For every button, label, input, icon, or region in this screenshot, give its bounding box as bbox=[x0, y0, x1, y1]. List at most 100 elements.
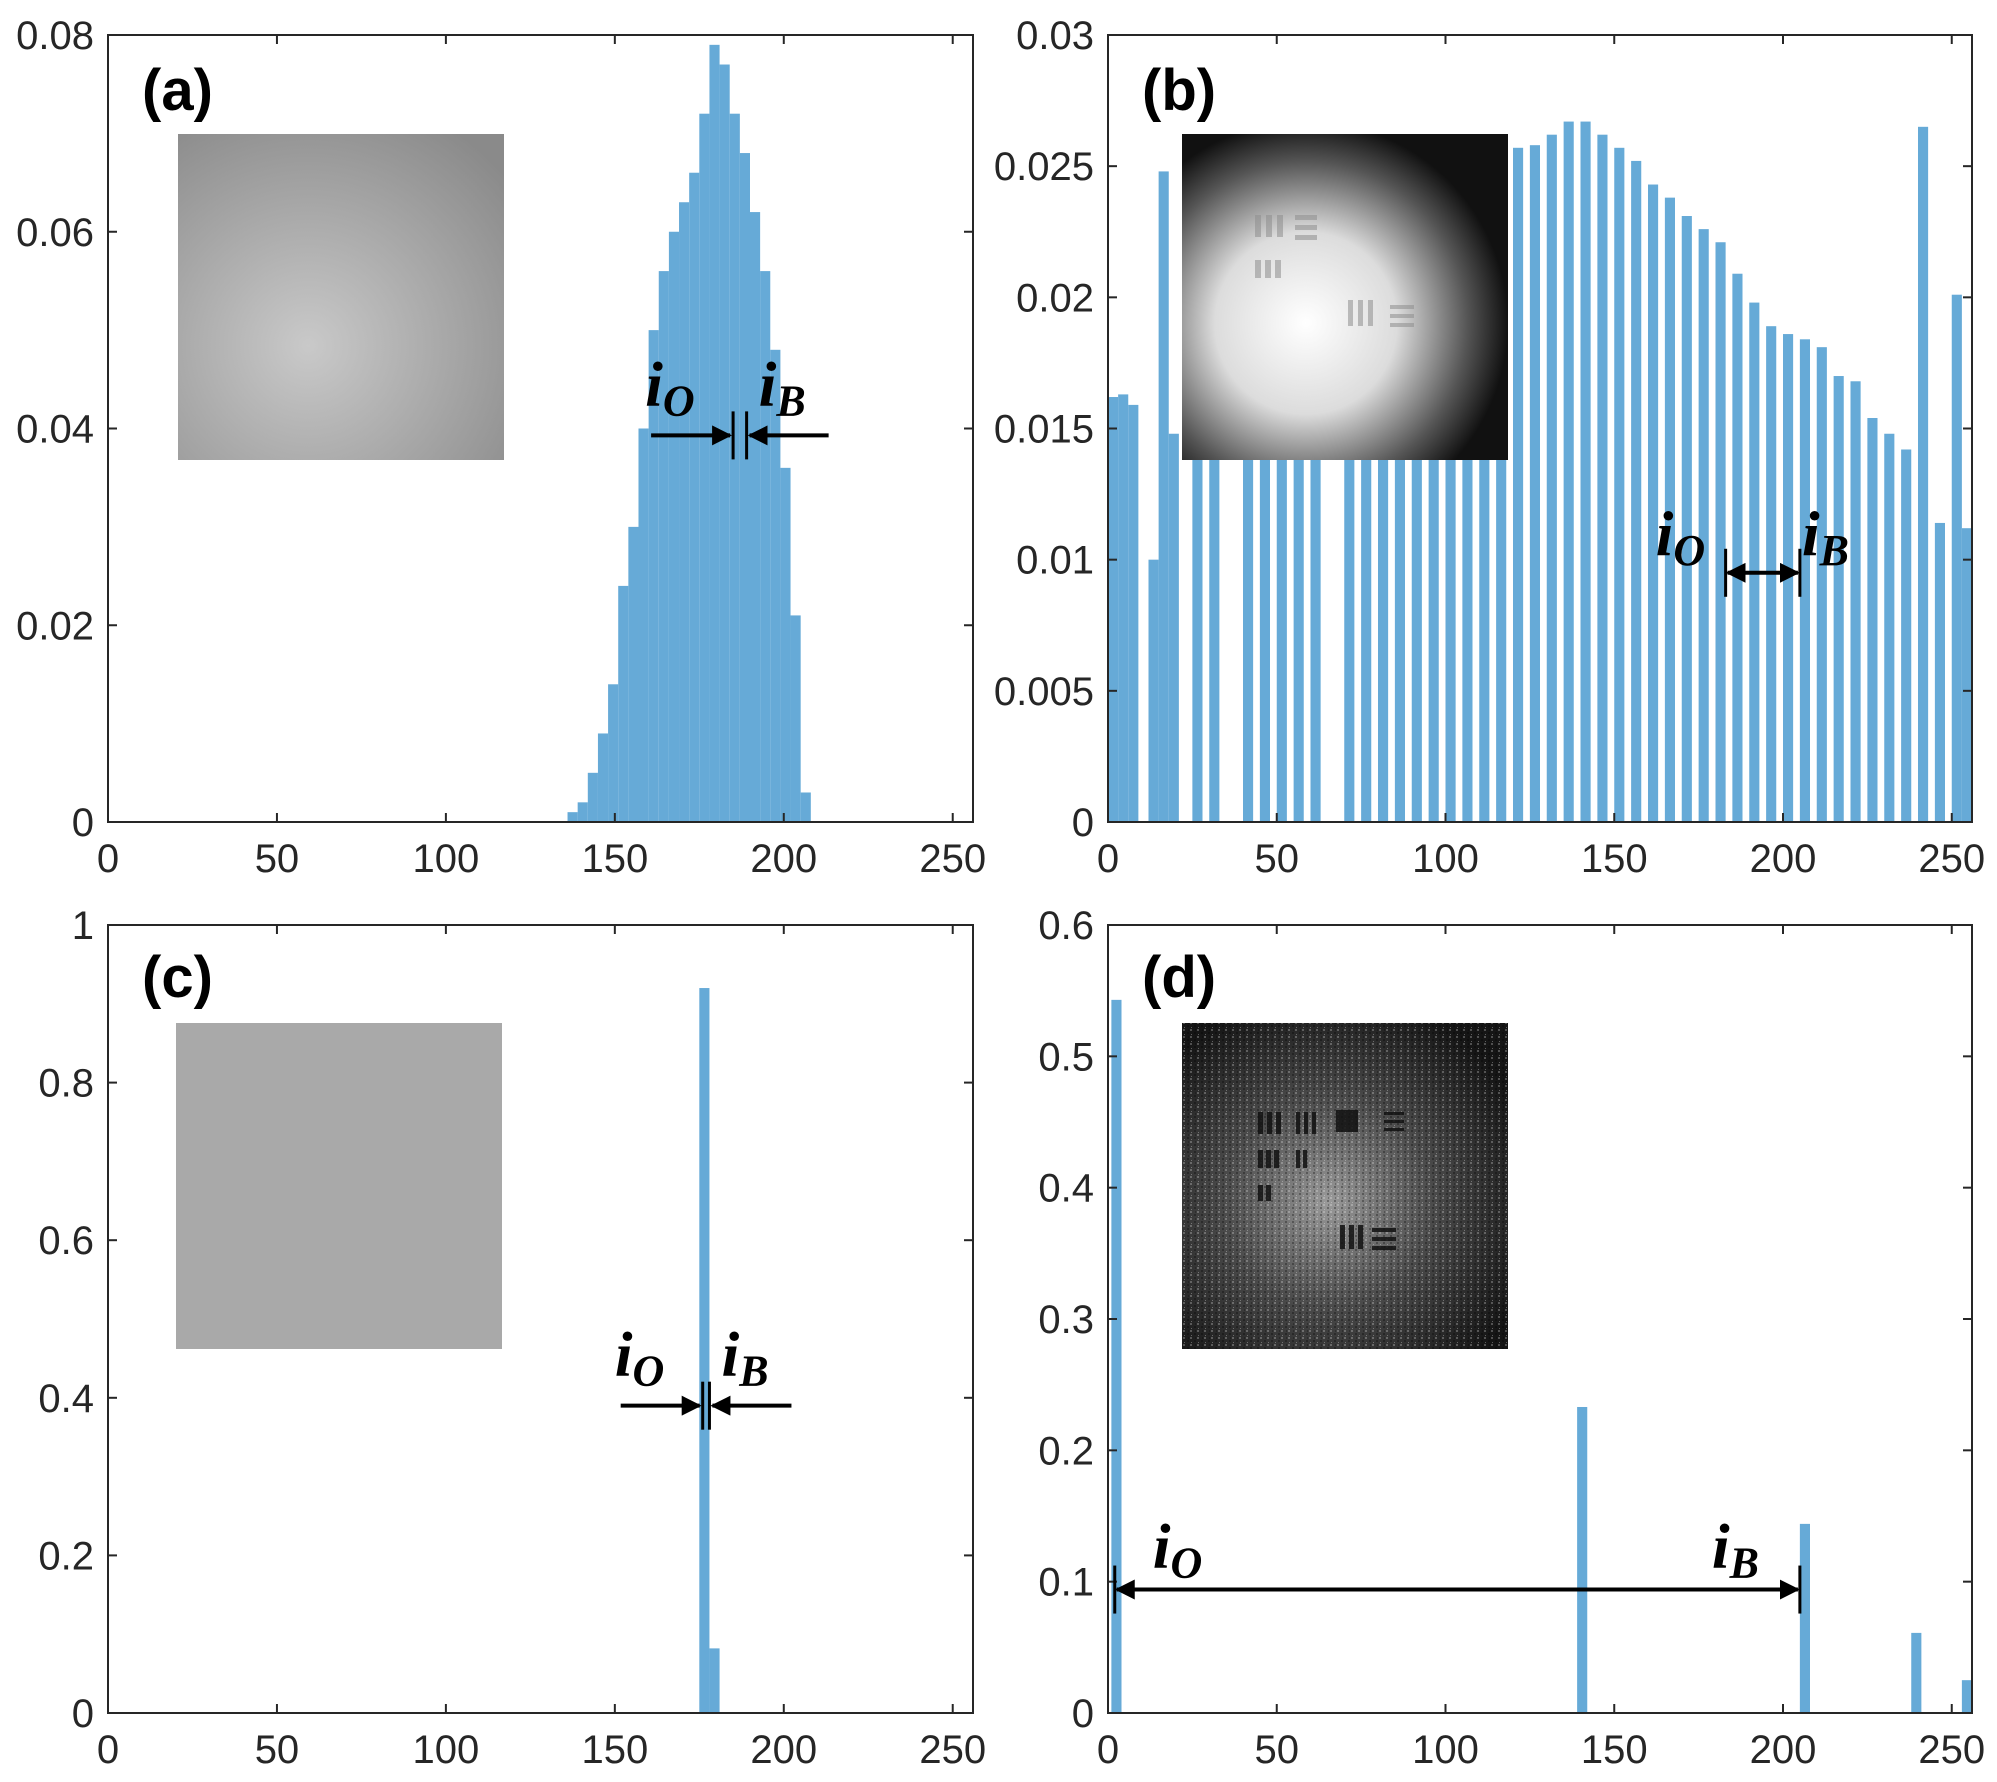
histogram-bar bbox=[1513, 147, 1524, 822]
histogram-bar bbox=[1209, 349, 1220, 822]
x-tick-label: 50 bbox=[255, 1728, 300, 1772]
histogram-bar bbox=[1259, 297, 1270, 822]
histogram-bar bbox=[587, 772, 598, 822]
histogram-bar bbox=[1961, 528, 1972, 822]
panel-c: 0 50 100 150 200 250 0 0.2 0.4 0.6 0.8 1 (c) iO iB bbox=[38, 904, 986, 1772]
histogram-bar bbox=[1158, 171, 1169, 822]
histogram-bar bbox=[719, 64, 730, 822]
histogram-bar bbox=[1293, 271, 1304, 823]
histogram-bar bbox=[780, 467, 791, 822]
histogram-bar bbox=[1310, 271, 1321, 823]
inset-image-noisy-target bbox=[1182, 1023, 1508, 1349]
histogram-bar bbox=[1749, 302, 1760, 823]
histogram-bar bbox=[1546, 134, 1557, 823]
panel-b: 0 50 100 150 200 250 0 0.005 0.01 0.015 0.02 0.025 0… bbox=[994, 14, 1985, 881]
x-tick-label: 0 bbox=[97, 1728, 119, 1772]
histogram-bar bbox=[1118, 394, 1129, 822]
y-tick-label: 0.04 bbox=[16, 408, 94, 452]
histogram-bar bbox=[689, 172, 700, 823]
inset-image-flat-gray bbox=[176, 1023, 502, 1349]
histogram-bar bbox=[1799, 339, 1810, 822]
histogram-bar bbox=[1496, 153, 1507, 823]
panel-label: (d) bbox=[1142, 945, 1216, 1010]
histogram-bar bbox=[1168, 433, 1179, 822]
io-ib-annotation: iO iB bbox=[1113, 1511, 1802, 1614]
histogram-bar bbox=[1715, 242, 1726, 822]
x-tick-label: 200 bbox=[750, 837, 817, 881]
y-tick-label: 1 bbox=[72, 904, 94, 948]
axis-ticks: 0 50 100 150 200 250 0 0.02 0.04 0.06 0.08 bbox=[16, 14, 986, 881]
panel-label: (b) bbox=[1142, 58, 1216, 123]
histogram-bar bbox=[1911, 1632, 1922, 1713]
histogram-bar bbox=[760, 271, 771, 823]
x-tick-label: 0 bbox=[1097, 837, 1119, 881]
y-tick-label: 0 bbox=[1072, 801, 1094, 845]
histogram-bar bbox=[1344, 244, 1355, 822]
io-label: iO bbox=[1656, 498, 1706, 575]
axis-ticks: 0 50 100 150 200 250 0 0.2 0.4 0.6 0.8 1 bbox=[38, 904, 986, 1772]
x-tick-label: 50 bbox=[255, 837, 300, 881]
histogram-bar bbox=[699, 113, 710, 822]
histogram-bar bbox=[638, 428, 649, 822]
y-tick-label: 0.1 bbox=[1038, 1561, 1094, 1605]
histogram-bar bbox=[1698, 229, 1709, 823]
histogram-bars bbox=[1111, 999, 1972, 1713]
histogram-bars bbox=[699, 988, 720, 1713]
x-tick-label: 100 bbox=[1412, 837, 1479, 881]
histogram-bar bbox=[1128, 404, 1139, 822]
histogram-bar bbox=[1108, 397, 1119, 822]
inset-image-smooth-gray bbox=[178, 134, 504, 460]
ib-label: iB bbox=[759, 348, 806, 425]
y-tick-label: 0.025 bbox=[994, 145, 1094, 189]
x-tick-label: 250 bbox=[1918, 837, 1985, 881]
io-label: iO bbox=[1153, 1511, 1203, 1588]
histogram-bar bbox=[790, 615, 801, 822]
y-tick-label: 0.3 bbox=[1038, 1298, 1094, 1342]
histogram-bar bbox=[1479, 166, 1490, 822]
histogram-bar bbox=[1799, 1523, 1810, 1713]
histogram-bar bbox=[1148, 559, 1159, 822]
histogram-bar bbox=[1833, 376, 1844, 822]
histogram-bar bbox=[1816, 347, 1827, 822]
x-tick-label: 100 bbox=[413, 837, 480, 881]
panel-label: (a) bbox=[142, 58, 213, 123]
histogram-bar bbox=[658, 271, 669, 823]
x-tick-label: 150 bbox=[1581, 1728, 1648, 1772]
histogram-bar bbox=[749, 212, 761, 822]
histogram-bar bbox=[1951, 294, 1962, 823]
x-tick-label: 150 bbox=[581, 837, 648, 881]
y-tick-label: 0.8 bbox=[38, 1062, 94, 1106]
y-tick-label: 0.06 bbox=[16, 211, 94, 255]
histogram-bar bbox=[770, 349, 781, 822]
histogram-bar bbox=[1732, 273, 1743, 822]
y-tick-label: 0.2 bbox=[38, 1534, 94, 1578]
histogram-bar bbox=[628, 526, 639, 822]
histogram-bar bbox=[1243, 323, 1254, 822]
histogram-bar bbox=[1961, 1680, 1972, 1713]
histogram-bar bbox=[1378, 218, 1389, 823]
histogram-bar bbox=[1934, 522, 1945, 822]
x-tick-label: 100 bbox=[1412, 1728, 1479, 1772]
y-tick-label: 0.5 bbox=[1038, 1035, 1094, 1079]
histogram-bar bbox=[1276, 297, 1287, 822]
histogram-bar bbox=[1597, 134, 1608, 823]
histogram-bar bbox=[800, 792, 811, 822]
y-tick-label: 0.02 bbox=[1016, 276, 1094, 320]
y-tick-label: 0.6 bbox=[38, 1219, 94, 1263]
x-tick-label: 200 bbox=[1750, 1728, 1817, 1772]
y-tick-label: 0.4 bbox=[38, 1377, 94, 1421]
histogram-bar bbox=[1394, 218, 1405, 823]
panel-label: (c) bbox=[142, 945, 213, 1010]
histogram-bar bbox=[679, 202, 690, 823]
y-tick-label: 0 bbox=[72, 801, 94, 845]
y-tick-label: 0.01 bbox=[1016, 539, 1094, 583]
y-tick-label: 0 bbox=[1072, 1692, 1094, 1736]
y-tick-label: 0.015 bbox=[994, 408, 1094, 452]
histogram-bar bbox=[608, 684, 619, 822]
histogram-bar bbox=[1681, 216, 1692, 822]
histogram-bar bbox=[1411, 192, 1422, 822]
io-label: iO bbox=[615, 1319, 665, 1396]
y-tick-label: 0.005 bbox=[994, 670, 1094, 714]
